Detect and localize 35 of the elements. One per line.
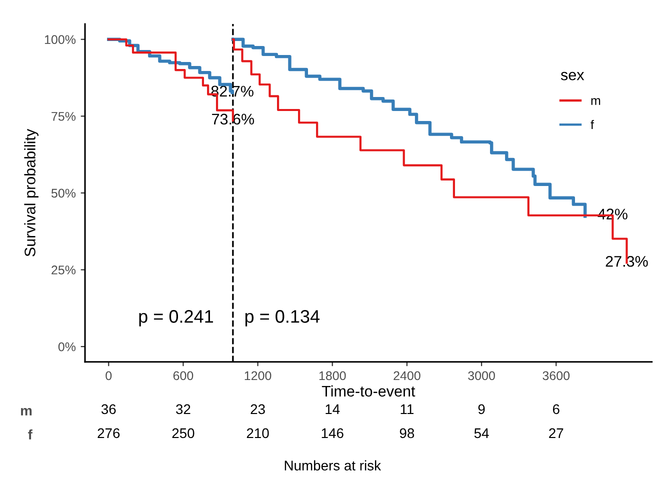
data-label: 276: [98, 428, 120, 438]
data-label: 14: [326, 404, 340, 414]
data-label: 23: [250, 404, 265, 414]
data-label: 250: [172, 428, 194, 438]
x-tick-label: 3600: [542, 371, 570, 380]
y-tick-label: 0%: [58, 342, 76, 352]
x-tick-label: 0: [106, 371, 112, 380]
data-label: 6: [552, 404, 560, 414]
legend-label: f: [590, 120, 594, 129]
x-axis-title: Time-to-event: [322, 385, 416, 397]
x-tick-label: 600: [173, 371, 194, 380]
data-label: 98: [400, 428, 414, 438]
x-tick-label: 2400: [394, 371, 420, 380]
data-label: 210: [246, 428, 269, 438]
y-tick-label: 50%: [51, 188, 76, 198]
legend-label: m: [591, 98, 600, 105]
legend-title: sex: [560, 72, 584, 80]
data-label: 11: [400, 404, 414, 414]
x-tick-label: 1200: [244, 371, 272, 380]
data-label: 9: [478, 404, 485, 414]
x-tick-label: 1800: [319, 371, 346, 380]
data-label: 32: [176, 404, 190, 414]
y-tick-label: 100%: [44, 35, 76, 44]
data-label: 36: [101, 404, 116, 414]
data-label: 27: [549, 428, 564, 438]
data-label: 54: [474, 428, 489, 438]
y-tick-label: 25%: [52, 266, 76, 274]
y-axis-title: Survival probability: [24, 128, 38, 256]
annotation: p = 0.134: [245, 310, 320, 326]
annotation: 27.3%: [606, 256, 648, 267]
x-axis-title: Numbers at risk: [284, 460, 382, 470]
data-label: 146: [322, 428, 344, 438]
y-tick-label: 75%: [52, 112, 76, 121]
x-tick-label: 3000: [468, 371, 495, 380]
annotation: p = 0.241: [139, 310, 213, 326]
